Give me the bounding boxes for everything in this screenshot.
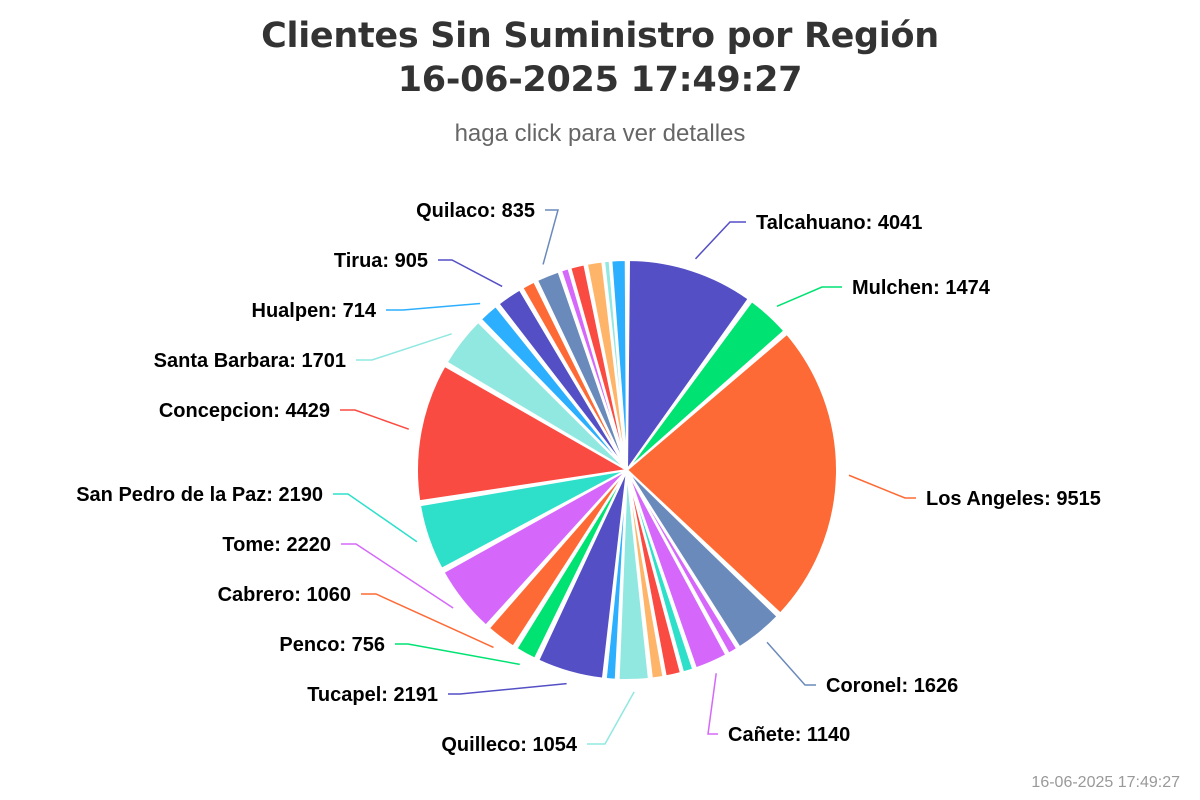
data-label: Los Angeles: 9515 <box>926 488 1101 510</box>
data-label: Mulchen: 1474 <box>852 277 991 299</box>
chart-title-line-2: 16-06-2025 17:49:27 <box>397 60 803 100</box>
chart-title-line-1: Clientes Sin Suministro por Región <box>261 16 939 56</box>
pie-slice-4[interactable] <box>626 469 739 655</box>
data-label: Santa Barbara: 1701 <box>154 350 346 372</box>
pie-slice-6[interactable] <box>626 469 695 674</box>
data-label: Hualpen: 714 <box>252 300 377 322</box>
pie-slice-cabrero[interactable] <box>487 469 628 648</box>
chart-timestamp: 16-06-2025 17:49:27 <box>1031 774 1180 791</box>
label-connector <box>776 286 842 307</box>
pie-slice-26[interactable] <box>610 259 628 471</box>
data-label: Penco: 756 <box>279 634 385 656</box>
pie-slice-23[interactable] <box>569 263 628 471</box>
data-label: Talcahuano: 4041 <box>756 212 922 234</box>
label-connector <box>438 259 503 288</box>
label-connector <box>848 474 916 499</box>
label-connector <box>694 221 746 260</box>
label-connector <box>448 682 567 695</box>
pie-slice-20[interactable] <box>521 280 628 471</box>
chart-title: Clientes Sin Suministro por Región 16-06… <box>0 14 1200 102</box>
pie-slice-quilaco[interactable] <box>535 270 628 471</box>
pie-slice-penco[interactable] <box>515 469 628 660</box>
data-label: Cabrero: 1060 <box>218 584 351 606</box>
pie-slice-tucapel[interactable] <box>537 469 628 680</box>
label-connector <box>395 643 520 666</box>
pie-slice-coronel[interactable] <box>626 469 779 649</box>
pie-slice-cañete[interactable] <box>626 469 728 670</box>
label-connector <box>333 493 418 543</box>
label-connector <box>542 209 559 265</box>
pie-slice-mulchen[interactable] <box>626 300 786 471</box>
chart-subtitle: haga click para ver detalles <box>454 120 746 147</box>
pie-slice-8[interactable] <box>626 469 665 680</box>
data-labels: Talcahuano: 4041 Mulchen: 1474 Los Angeles… <box>76 200 1101 756</box>
label-connector <box>361 593 494 649</box>
pie-slice-los-angeles[interactable] <box>626 332 838 615</box>
pie-slice-25[interactable] <box>603 259 628 471</box>
label-connectors <box>333 209 916 745</box>
data-label: Coronel: 1626 <box>826 675 958 697</box>
pie-slice-7[interactable] <box>626 469 682 678</box>
label-connector <box>766 641 816 686</box>
data-label: Tirua: 905 <box>334 250 428 272</box>
data-label: Quilleco: 1054 <box>441 734 577 756</box>
label-connector <box>341 543 454 609</box>
data-label: Tome: 2220 <box>222 534 331 556</box>
data-label: San Pedro de la Paz: 2190 <box>76 484 323 506</box>
pie-slice-22[interactable] <box>560 267 628 471</box>
data-label: Tucapel: 2191 <box>307 684 438 706</box>
label-connector <box>386 302 481 311</box>
label-connector <box>587 691 635 745</box>
label-connector <box>356 333 452 361</box>
data-label: Concepcion: 4429 <box>159 400 330 422</box>
label-connector <box>340 409 410 430</box>
pie-slice-san-pedro-de-la-paz[interactable] <box>418 469 628 570</box>
label-connector <box>707 673 718 735</box>
pie-slice-tome[interactable] <box>442 469 628 627</box>
pie-slice-concepcion[interactable] <box>416 364 628 503</box>
data-label: Quilaco: 835 <box>416 200 535 222</box>
pie-slice-talcahuano[interactable] <box>626 259 750 471</box>
pie-slice-24[interactable] <box>585 260 628 471</box>
pie-slices <box>416 259 838 681</box>
pie-slice-santa-barbara[interactable] <box>445 320 628 471</box>
pie-slice-tirua[interactable] <box>497 288 628 471</box>
data-label: Cañete: 1140 <box>728 724 850 746</box>
pie-slice-hualpen[interactable] <box>479 305 628 471</box>
pie-slice-quilleco[interactable] <box>617 469 650 681</box>
